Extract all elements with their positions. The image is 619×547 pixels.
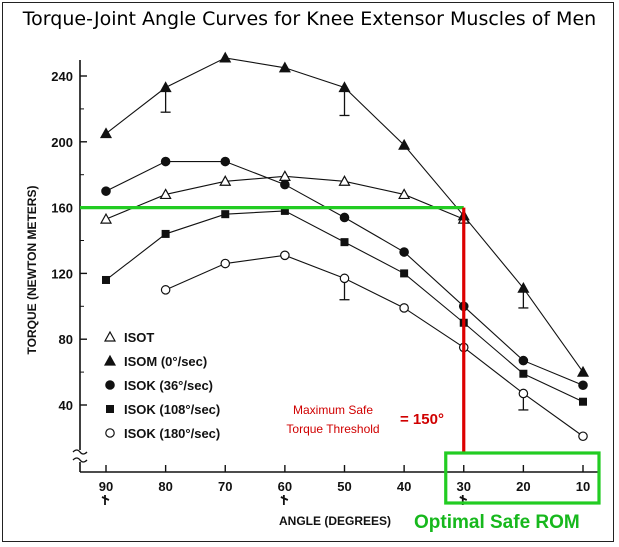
safe-rom-box bbox=[444, 451, 601, 505]
y-axis-label: TORQUE (NEWTON METERS) bbox=[25, 186, 39, 355]
x-tick-label: 60 bbox=[278, 479, 292, 494]
data-point-4 bbox=[578, 431, 588, 442]
legend-marker-0 bbox=[103, 330, 117, 342]
data-point-0 bbox=[278, 170, 291, 181]
data-point-3 bbox=[221, 210, 230, 219]
data-point-2 bbox=[518, 355, 529, 366]
data-point-1 bbox=[398, 138, 411, 150]
data-point-1 bbox=[219, 51, 232, 63]
data-point-1 bbox=[576, 365, 590, 377]
x-tick-label: 80 bbox=[158, 479, 172, 494]
data-point-2 bbox=[101, 186, 111, 196]
chart-title: Torque-Joint Angle Curves for Knee Exten… bbox=[22, 8, 597, 30]
data-point-0 bbox=[219, 175, 232, 186]
threshold-label-line2: Torque Threshold bbox=[286, 422, 379, 436]
knee-angle-icon bbox=[280, 495, 289, 505]
safe-rom-label: Optimal Safe ROM bbox=[414, 512, 580, 533]
data-point-4 bbox=[339, 273, 350, 284]
y-tick-label: 200 bbox=[51, 135, 73, 150]
data-point-3 bbox=[280, 206, 289, 215]
data-point-4 bbox=[518, 388, 529, 399]
data-point-2 bbox=[160, 156, 171, 167]
data-point-3 bbox=[579, 397, 587, 406]
data-point-1 bbox=[517, 281, 530, 293]
data-point-3 bbox=[161, 229, 170, 238]
data-point-2 bbox=[280, 179, 290, 190]
data-point-2 bbox=[339, 212, 350, 223]
data-point-1 bbox=[99, 127, 113, 139]
legend-marker-1 bbox=[103, 354, 117, 366]
data-point-4 bbox=[399, 303, 409, 313]
legend-marker-3 bbox=[106, 405, 114, 413]
x-tick-label: 70 bbox=[218, 479, 232, 494]
x-tick-label: 10 bbox=[576, 479, 590, 494]
legend-marker-2 bbox=[105, 380, 115, 390]
data-point-2 bbox=[578, 380, 588, 391]
y-tick-label: 120 bbox=[51, 266, 73, 281]
data-point-0 bbox=[398, 188, 411, 200]
threshold-label-line1: Maximum Safe bbox=[293, 403, 373, 417]
x-tick-label: 90 bbox=[99, 479, 113, 494]
data-point-1 bbox=[338, 81, 351, 93]
y-tick-label: 80 bbox=[59, 332, 73, 347]
legend-label-4: ISOK (180°/sec) bbox=[124, 426, 220, 441]
legend-label-0: ISOT bbox=[124, 330, 154, 345]
series-line-4 bbox=[165, 254, 584, 437]
legend-label-1: ISOM (0°/sec) bbox=[124, 354, 207, 369]
y-tick-label: 160 bbox=[51, 201, 73, 216]
data-point-3 bbox=[519, 369, 528, 378]
data-point-2 bbox=[399, 247, 409, 257]
x-tick-label: 30 bbox=[457, 479, 471, 494]
x-tick-label: 20 bbox=[516, 479, 530, 494]
y-tick-label: 240 bbox=[51, 69, 73, 84]
threshold-value-label: = 150° bbox=[400, 411, 444, 428]
x-tick-label: 40 bbox=[397, 479, 411, 494]
data-point-2 bbox=[220, 156, 231, 167]
x-axis-label: ANGLE (DEGREES) bbox=[279, 514, 391, 528]
legend-marker-4 bbox=[105, 428, 115, 438]
data-point-4 bbox=[280, 250, 290, 261]
data-point-4 bbox=[160, 285, 171, 295]
y-axis-break bbox=[72, 449, 88, 463]
data-point-3 bbox=[400, 269, 409, 278]
knee-angle-icon bbox=[101, 495, 110, 505]
data-point-0 bbox=[99, 212, 113, 224]
legend-label-2: ISOK (36°/sec) bbox=[124, 378, 213, 393]
data-point-3 bbox=[102, 275, 110, 284]
data-point-3 bbox=[340, 238, 349, 247]
x-tick-label: 50 bbox=[337, 479, 351, 494]
data-point-0 bbox=[338, 175, 351, 186]
y-tick-label: 40 bbox=[59, 398, 73, 413]
data-point-4 bbox=[220, 258, 231, 269]
data-point-0 bbox=[159, 188, 172, 200]
figure-frame bbox=[2, 2, 614, 542]
data-point-1 bbox=[278, 61, 291, 73]
data-point-1 bbox=[159, 81, 172, 93]
legend-label-3: ISOK (108°/sec) bbox=[124, 402, 220, 417]
